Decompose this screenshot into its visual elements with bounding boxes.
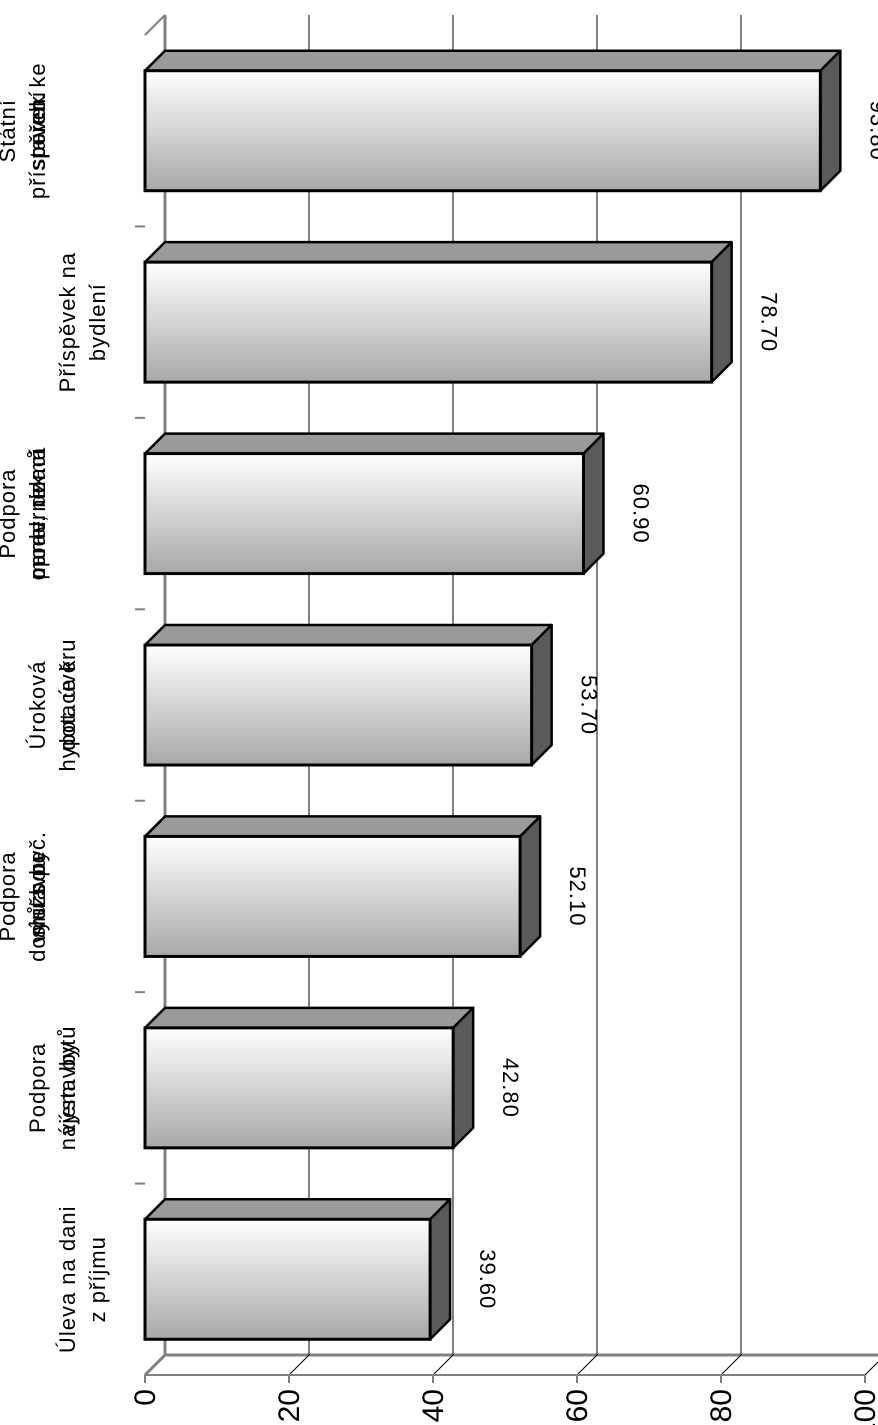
data-label: 42.80 [498, 1058, 523, 1118]
tick-label: 40 [417, 1389, 450, 1422]
bar-top [428, 1198, 452, 1341]
gridline-diagonal [720, 1354, 742, 1376]
tick-label: 0 [129, 1389, 162, 1406]
category-label: Příspěvek na bydlení [55, 252, 110, 392]
bar [143, 240, 733, 384]
data-label: 93.80 [865, 101, 878, 161]
data-label: 39.60 [475, 1249, 500, 1309]
bar [143, 432, 605, 576]
bar-front [143, 452, 585, 576]
tick-label: 100 [849, 1389, 878, 1425]
bar-top [710, 240, 733, 384]
gridline-diagonal [432, 1354, 454, 1376]
category-axis: Úleva na dani z příjmu Podpora výstavbynáje… [0, 62, 145, 1353]
bar [143, 49, 842, 193]
bar-top [530, 623, 553, 767]
category-label: Úleva na dani z příjmu [55, 1206, 110, 1354]
data-label: 60.90 [628, 484, 653, 544]
bar-front [143, 260, 714, 384]
data-label: 53.70 [577, 675, 602, 735]
bar-side [143, 623, 553, 647]
data-label: 52.10 [565, 866, 590, 926]
bar-front [143, 1217, 432, 1341]
bar-front [143, 69, 822, 193]
category-label: Úroková dotace khypot. úvěru [25, 638, 80, 771]
bar-front [143, 834, 522, 958]
bar-top [451, 1006, 475, 1150]
bar [143, 623, 553, 767]
category-label: Podpora oprav, rek. amodernizacípanel. do… [0, 447, 50, 581]
bar-side [143, 240, 733, 264]
category-label: Podpora výstavbydomů s peč.službou [0, 831, 50, 962]
bar-top [518, 815, 542, 958]
category-label: Státní příspěvek kestaveb.spoření [0, 62, 50, 199]
category-label: Podpora výstavbynájem. bytů [25, 1025, 80, 1150]
bar-top [819, 49, 842, 192]
bar-side [143, 1198, 452, 1221]
tick-label: 80 [705, 1389, 738, 1422]
floor-corner [144, 14, 166, 36]
value-axis: 0 20 40 60 80 100 [129, 1374, 878, 1425]
gridline-diagonal [864, 1354, 878, 1376]
data-label: 78.70 [757, 292, 782, 352]
tick-label: 60 [561, 1389, 594, 1422]
gridline-diagonal [576, 1354, 598, 1376]
bar-side [143, 432, 605, 455]
bar-side [143, 815, 542, 838]
bar-side [143, 1006, 475, 1030]
bar [143, 1006, 475, 1150]
bar-side [143, 49, 842, 72]
bar-front [143, 643, 534, 767]
bar [143, 1198, 452, 1341]
bars: 39.60 42.80 52.10 53.70 60.90 78.70 93.80 [143, 49, 878, 1341]
tick-label: 20 [273, 1389, 306, 1422]
gridline-diagonal [288, 1354, 310, 1376]
bar-front [143, 1026, 455, 1150]
bar [143, 815, 542, 958]
bar-top [582, 432, 605, 575]
